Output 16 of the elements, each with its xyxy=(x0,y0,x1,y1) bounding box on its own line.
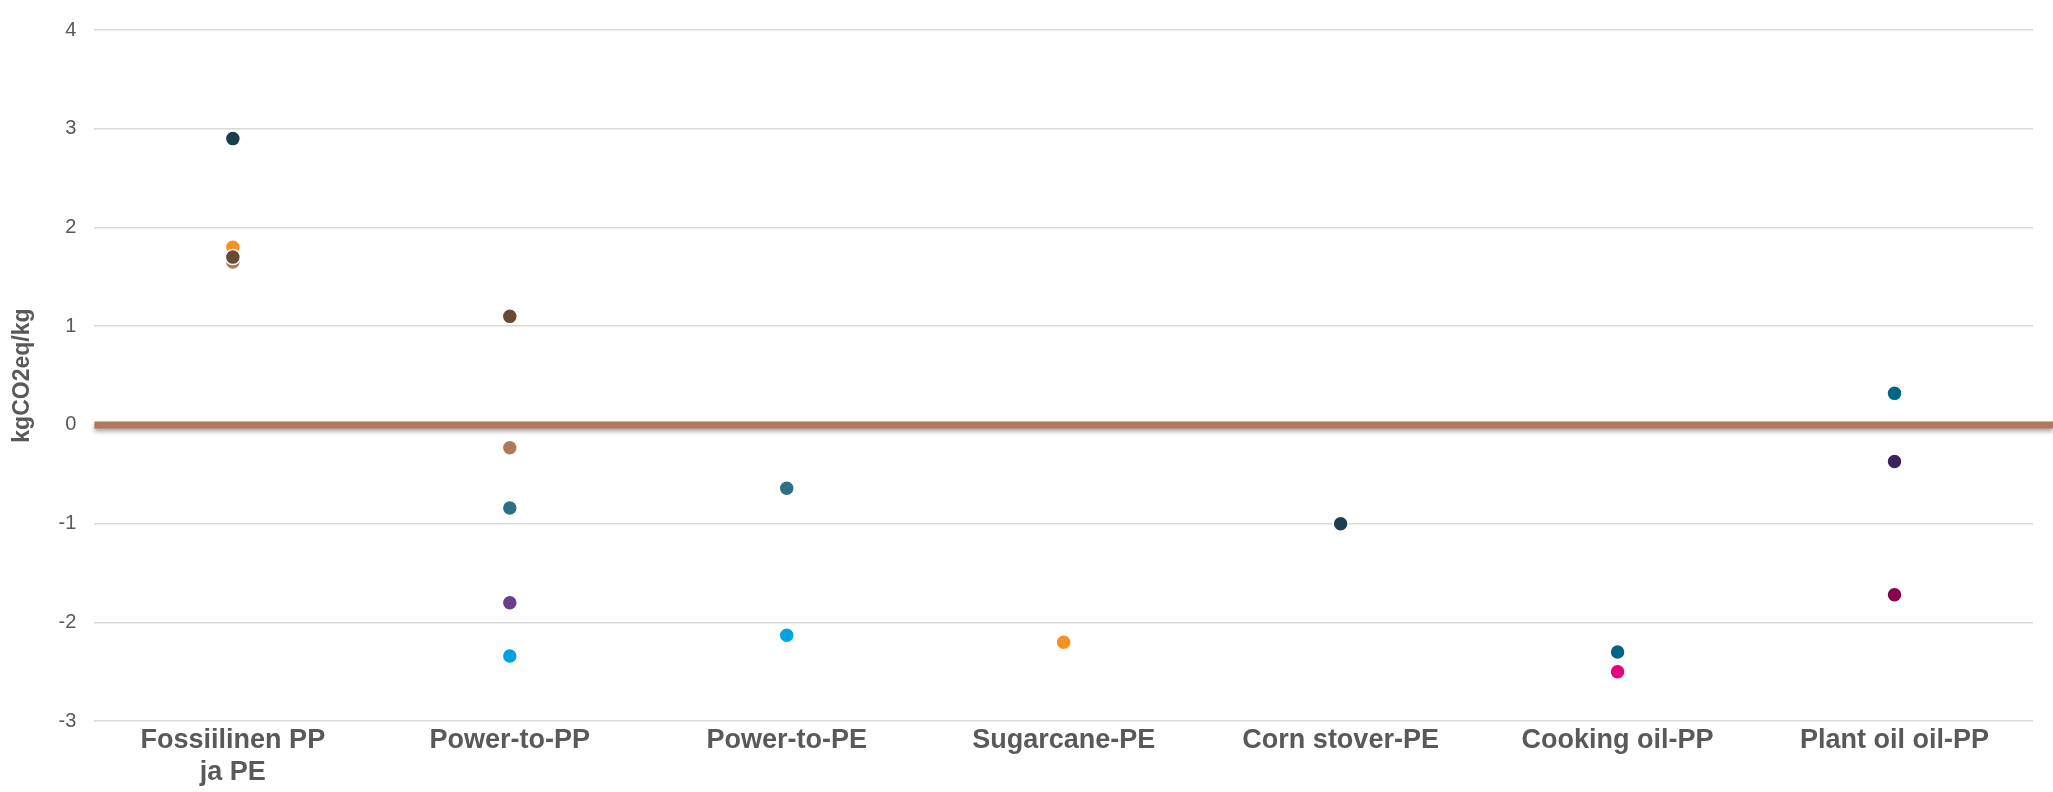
y-tick-label: 0 xyxy=(65,412,77,435)
x-tick-label: Sugarcane-PE xyxy=(972,723,1156,754)
y-tick-label: 1 xyxy=(65,313,77,336)
x-tick-label: Plant oil oil-PP xyxy=(1800,723,1990,754)
y-tick-label: 2 xyxy=(65,215,77,237)
x-tick-label: Cooking oil-PP xyxy=(1521,723,1714,754)
x-tick-label: Power-to-PP xyxy=(429,723,591,754)
y-axis-title: kgCO2eq/kg xyxy=(8,308,35,443)
y-tick-label: -1 xyxy=(58,511,77,534)
x-tick-label: Corn stover-PE xyxy=(1242,723,1439,754)
x-tick-label: Power-to-PE xyxy=(706,723,867,754)
y-tick-label: -2 xyxy=(58,609,77,632)
y-tick-label: 4 xyxy=(65,17,77,40)
y-tick-label: 3 xyxy=(65,116,77,139)
x-tick-label: Fossiilinen PP ja PE xyxy=(140,723,326,787)
y-tick-label: -3 xyxy=(58,708,77,731)
